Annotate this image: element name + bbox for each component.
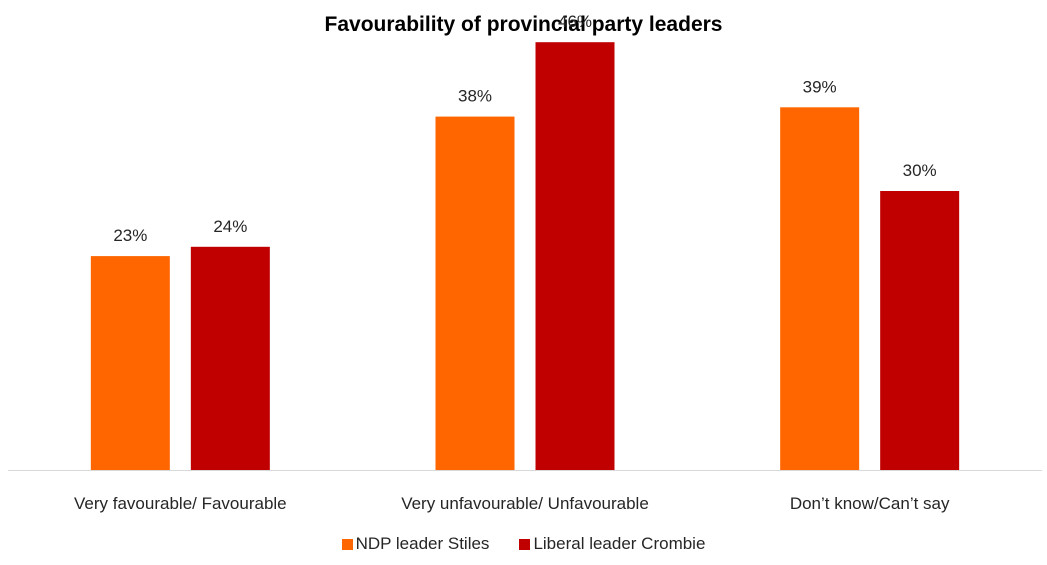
data-label-liberal-1: 46% [558,12,592,31]
data-label-ndp-0: 23% [113,226,147,245]
legend-item-ndp: NDP leader Stiles [341,534,490,554]
legend-label-ndp: NDP leader Stiles [355,534,490,553]
bar-ndp-2 [780,107,860,471]
legend-item-liberal: Liberal leader Crombie [519,534,705,554]
category-label-1: Very unfavourable/ Unfavourable [401,494,649,513]
data-label-ndp-1: 38% [458,87,492,106]
bar-liberal-1 [535,42,615,470]
category-label-0: Very favourable/ Favourable [74,494,287,513]
data-label-ndp-2: 39% [803,77,837,96]
data-label-liberal-0: 24% [213,217,247,236]
chart-title: Favourability of provincial party leader… [324,13,723,36]
chart-legend: NDP leader Stiles Liberal leader Crombie [0,534,1047,554]
bar-liberal-0 [190,246,270,470]
legend-swatch-liberal [519,538,531,550]
chart-plot: 23% 24% Very favourable/ Favourable 38% 46% V… [8,12,1042,513]
legend-swatch-ndp [341,538,353,550]
bar-liberal-2 [880,191,960,470]
bar-ndp-0 [90,256,170,470]
data-label-liberal-2: 30% [903,161,937,180]
legend-label-liberal: Liberal leader Crombie [533,534,706,553]
category-label-2: Don’t know/Can’t say [790,494,950,513]
bar-ndp-1 [435,116,515,470]
